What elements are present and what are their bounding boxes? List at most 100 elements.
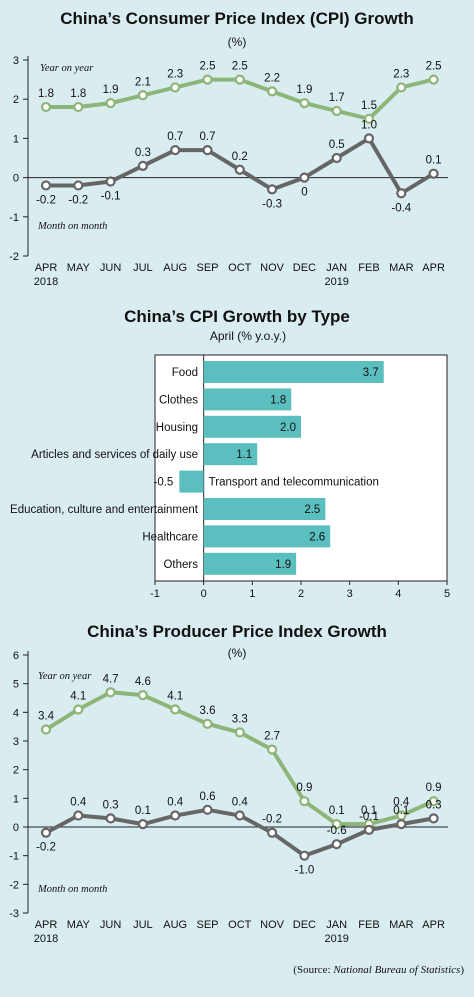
data-label: 0.1: [361, 805, 377, 817]
data-point: [137, 90, 148, 101]
x-tick-label: JUN: [100, 919, 121, 931]
data-label: 0.1: [329, 805, 345, 817]
data-label: 4.1: [70, 690, 86, 702]
data-label: -0.3: [262, 198, 282, 210]
data-label: 0.2: [232, 151, 248, 163]
x-tick-label: MAY: [67, 262, 91, 274]
x-tick-label: AUG: [163, 919, 187, 931]
data-label: -1.0: [294, 865, 314, 877]
y-tick-label: 0: [13, 822, 19, 834]
bar: [203, 361, 384, 383]
data-point: [73, 180, 84, 191]
data-label: 0.4: [70, 797, 87, 809]
ppi-mom-series-label: Month on month: [37, 884, 107, 895]
x-tick-label: SEP: [196, 262, 218, 274]
data-point: [396, 819, 407, 830]
data-point: [137, 160, 148, 171]
category-label: Others: [163, 559, 198, 571]
x-tick-label: 3: [347, 588, 353, 600]
y-tick-label: 2: [13, 94, 19, 106]
ppi-yoy-series-label: Year on year: [38, 671, 92, 682]
data-point: [363, 113, 375, 124]
x-year-label: 2019: [324, 933, 348, 945]
data-label: 0.3: [135, 147, 151, 159]
x-tick-label: MAR: [389, 262, 414, 274]
y-tick-label: 3: [13, 55, 19, 67]
x-year-label: 2018: [34, 276, 58, 288]
data-label: 0.3: [426, 799, 442, 811]
data-label: 4.6: [135, 676, 151, 688]
category-label: Education, culture and entertainment: [10, 504, 199, 516]
data-point: [73, 101, 84, 113]
x-tick-label: 1: [249, 588, 255, 600]
data-point: [105, 176, 116, 187]
data-point: [428, 168, 439, 179]
x-tick-label: FEB: [358, 262, 379, 274]
bar: [203, 388, 292, 411]
data-label: 0.9: [426, 782, 442, 794]
bar: [203, 525, 331, 548]
cpi-type-bar-chart: -1 0 1 2 3 4 5 3.7 Food 1.8 Clothes 2.0 Housing 1.1 Ar…: [10, 354, 450, 600]
cpi-chart-unit: (%): [228, 35, 247, 49]
x-tick-label: NOV: [260, 262, 285, 274]
x-year-label: 2019: [324, 276, 348, 288]
data-label: 1.0: [361, 119, 377, 131]
data-label: -0.1: [101, 191, 121, 203]
y-tick-label: -3: [9, 908, 19, 920]
data-point: [331, 105, 342, 117]
x-tick-label: DEC: [293, 262, 316, 274]
bar: [203, 443, 258, 466]
bar: [203, 552, 297, 575]
data-point: [267, 827, 278, 838]
data-point: [363, 824, 375, 835]
data-label: 3.3: [232, 713, 248, 725]
data-point: [170, 145, 181, 156]
data-point: [202, 145, 213, 156]
bar: [179, 470, 204, 493]
x-tick-label: DEC: [293, 919, 316, 931]
data-point: [331, 152, 342, 164]
ppi-line-chart: 6 5 4 3 2 1 0 -1 -2 -3 APR MAY JUN JUL AUG SEP OCT NOV DEC…: [9, 650, 448, 945]
bar: [203, 415, 301, 438]
data-label: 4.7: [103, 673, 119, 685]
bar-value-label: 1.1: [236, 449, 252, 461]
data-point: [299, 98, 310, 109]
bar-value-label: 2.0: [280, 422, 296, 434]
y-tick-label: -1: [9, 212, 19, 224]
data-label: -0.6: [327, 825, 347, 837]
bar-value-label: 2.5: [304, 504, 320, 516]
data-point: [40, 724, 52, 735]
bar-value-label: 1.8: [270, 394, 286, 406]
data-label: -0.2: [262, 814, 282, 826]
data-point: [170, 704, 181, 715]
cpi-yoy-series-label: Year on year: [40, 63, 94, 74]
data-point: [105, 98, 116, 109]
data-label: 1.8: [38, 88, 54, 100]
x-tick-label: JUL: [133, 262, 153, 274]
x-tick-label: JAN: [326, 919, 347, 931]
data-label: 4.1: [167, 690, 183, 702]
category-label: Articles and services of daily use: [31, 449, 198, 461]
data-point: [170, 810, 181, 821]
x-tick-label: APR: [35, 919, 58, 931]
data-point: [267, 184, 278, 195]
data-label: 0.1: [135, 805, 151, 817]
data-point: [105, 687, 116, 698]
data-point: [299, 172, 310, 183]
x-tick-label: OCT: [228, 919, 252, 931]
x-tick-label: 5: [444, 588, 450, 600]
x-tick-label: 4: [395, 588, 401, 600]
data-label: 1.5: [361, 100, 377, 112]
bar: [203, 498, 326, 520]
ppi-chart-unit: (%): [228, 646, 247, 660]
y-tick-label: 6: [13, 650, 19, 662]
source-note: (Source: National Bureau of Statistics): [293, 964, 464, 976]
data-point: [234, 810, 245, 821]
data-point: [428, 813, 439, 824]
x-tick-label: -1: [150, 588, 160, 600]
data-point: [428, 796, 439, 807]
ppi-chart-title: China’s Producer Price Index Growth: [87, 622, 387, 641]
data-label: 2.2: [264, 72, 280, 84]
